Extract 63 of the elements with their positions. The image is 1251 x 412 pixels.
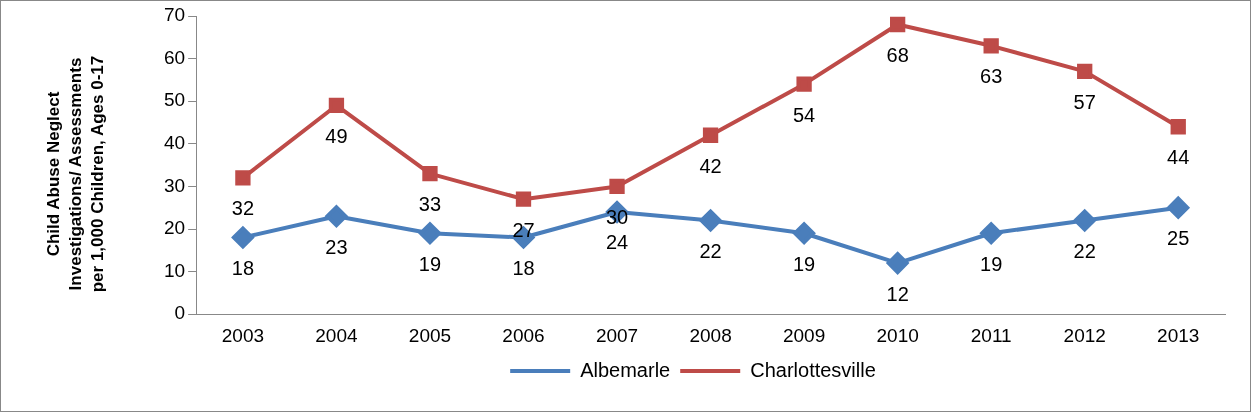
point [1077, 63, 1093, 80]
data-label: 54 [792, 103, 816, 126]
data-label: 63 [980, 65, 1003, 88]
data-label: 33 [418, 193, 442, 216]
x-tick-label: 2013 [1157, 324, 1200, 346]
point [1167, 196, 1190, 219]
y-axis-title: Child Abuse Neglect Investigations/ Assessments per 1,000 Children, Ages 0-17 [43, 54, 108, 295]
y-tick-label: 0 [174, 302, 186, 324]
point [515, 191, 532, 207]
point [1170, 119, 1186, 135]
data-label: 25 [1167, 227, 1190, 250]
data-label: 18 [231, 257, 255, 280]
y-tick-label: 50 [163, 89, 186, 111]
point [325, 205, 348, 228]
data-label: 23 [325, 235, 348, 258]
point [328, 97, 345, 114]
point [702, 127, 719, 143]
point [699, 209, 722, 232]
legend-label: Albemarle [580, 358, 671, 381]
x-tick-label: 2012 [1063, 324, 1106, 346]
data-label: 19 [418, 252, 442, 275]
point [796, 76, 812, 92]
point [1073, 209, 1096, 232]
legend-label: Charlottesville [750, 358, 876, 381]
x-tick-label: 2007 [595, 324, 639, 346]
data-label: 44 [1167, 146, 1190, 169]
x-tick-label: 2011 [970, 324, 1012, 346]
x-tick-label: 2009 [782, 324, 826, 346]
y-tick-label: 70 [163, 4, 186, 26]
x-tick-label: 2008 [689, 324, 732, 346]
x-tick-label: 2010 [876, 324, 919, 346]
point [983, 38, 999, 54]
data-label: 42 [699, 154, 722, 177]
x-tick-label: 2006 [502, 324, 545, 346]
y-tick-label: 60 [163, 46, 186, 68]
y-tick-label: 40 [163, 132, 186, 154]
data-label: 19 [792, 252, 816, 275]
data-label: 68 [886, 44, 909, 67]
y-tick-label: 20 [163, 217, 186, 239]
point [418, 222, 441, 245]
data-label: 57 [1073, 90, 1096, 113]
point [231, 226, 254, 249]
data-label: 32 [231, 197, 255, 220]
data-label: 19 [980, 252, 1003, 275]
point [980, 222, 1003, 245]
data-label: 22 [699, 240, 722, 262]
x-tick-label: 2005 [408, 324, 452, 346]
point [422, 165, 438, 182]
data-label: 24 [605, 231, 629, 254]
point [889, 16, 906, 33]
point [235, 170, 251, 186]
y-tick-label: 30 [163, 174, 186, 196]
point [609, 178, 625, 195]
data-label: 27 [512, 218, 535, 241]
data-label: 49 [325, 124, 348, 147]
data-label: 22 [1073, 240, 1096, 262]
point [793, 222, 816, 245]
x-tick-label: 2003 [221, 324, 265, 346]
y-tick-label: 10 [163, 259, 186, 281]
data-label: 12 [886, 282, 909, 305]
x-tick-label: 2004 [315, 324, 358, 346]
data-label: 18 [512, 257, 535, 280]
point [886, 252, 909, 275]
